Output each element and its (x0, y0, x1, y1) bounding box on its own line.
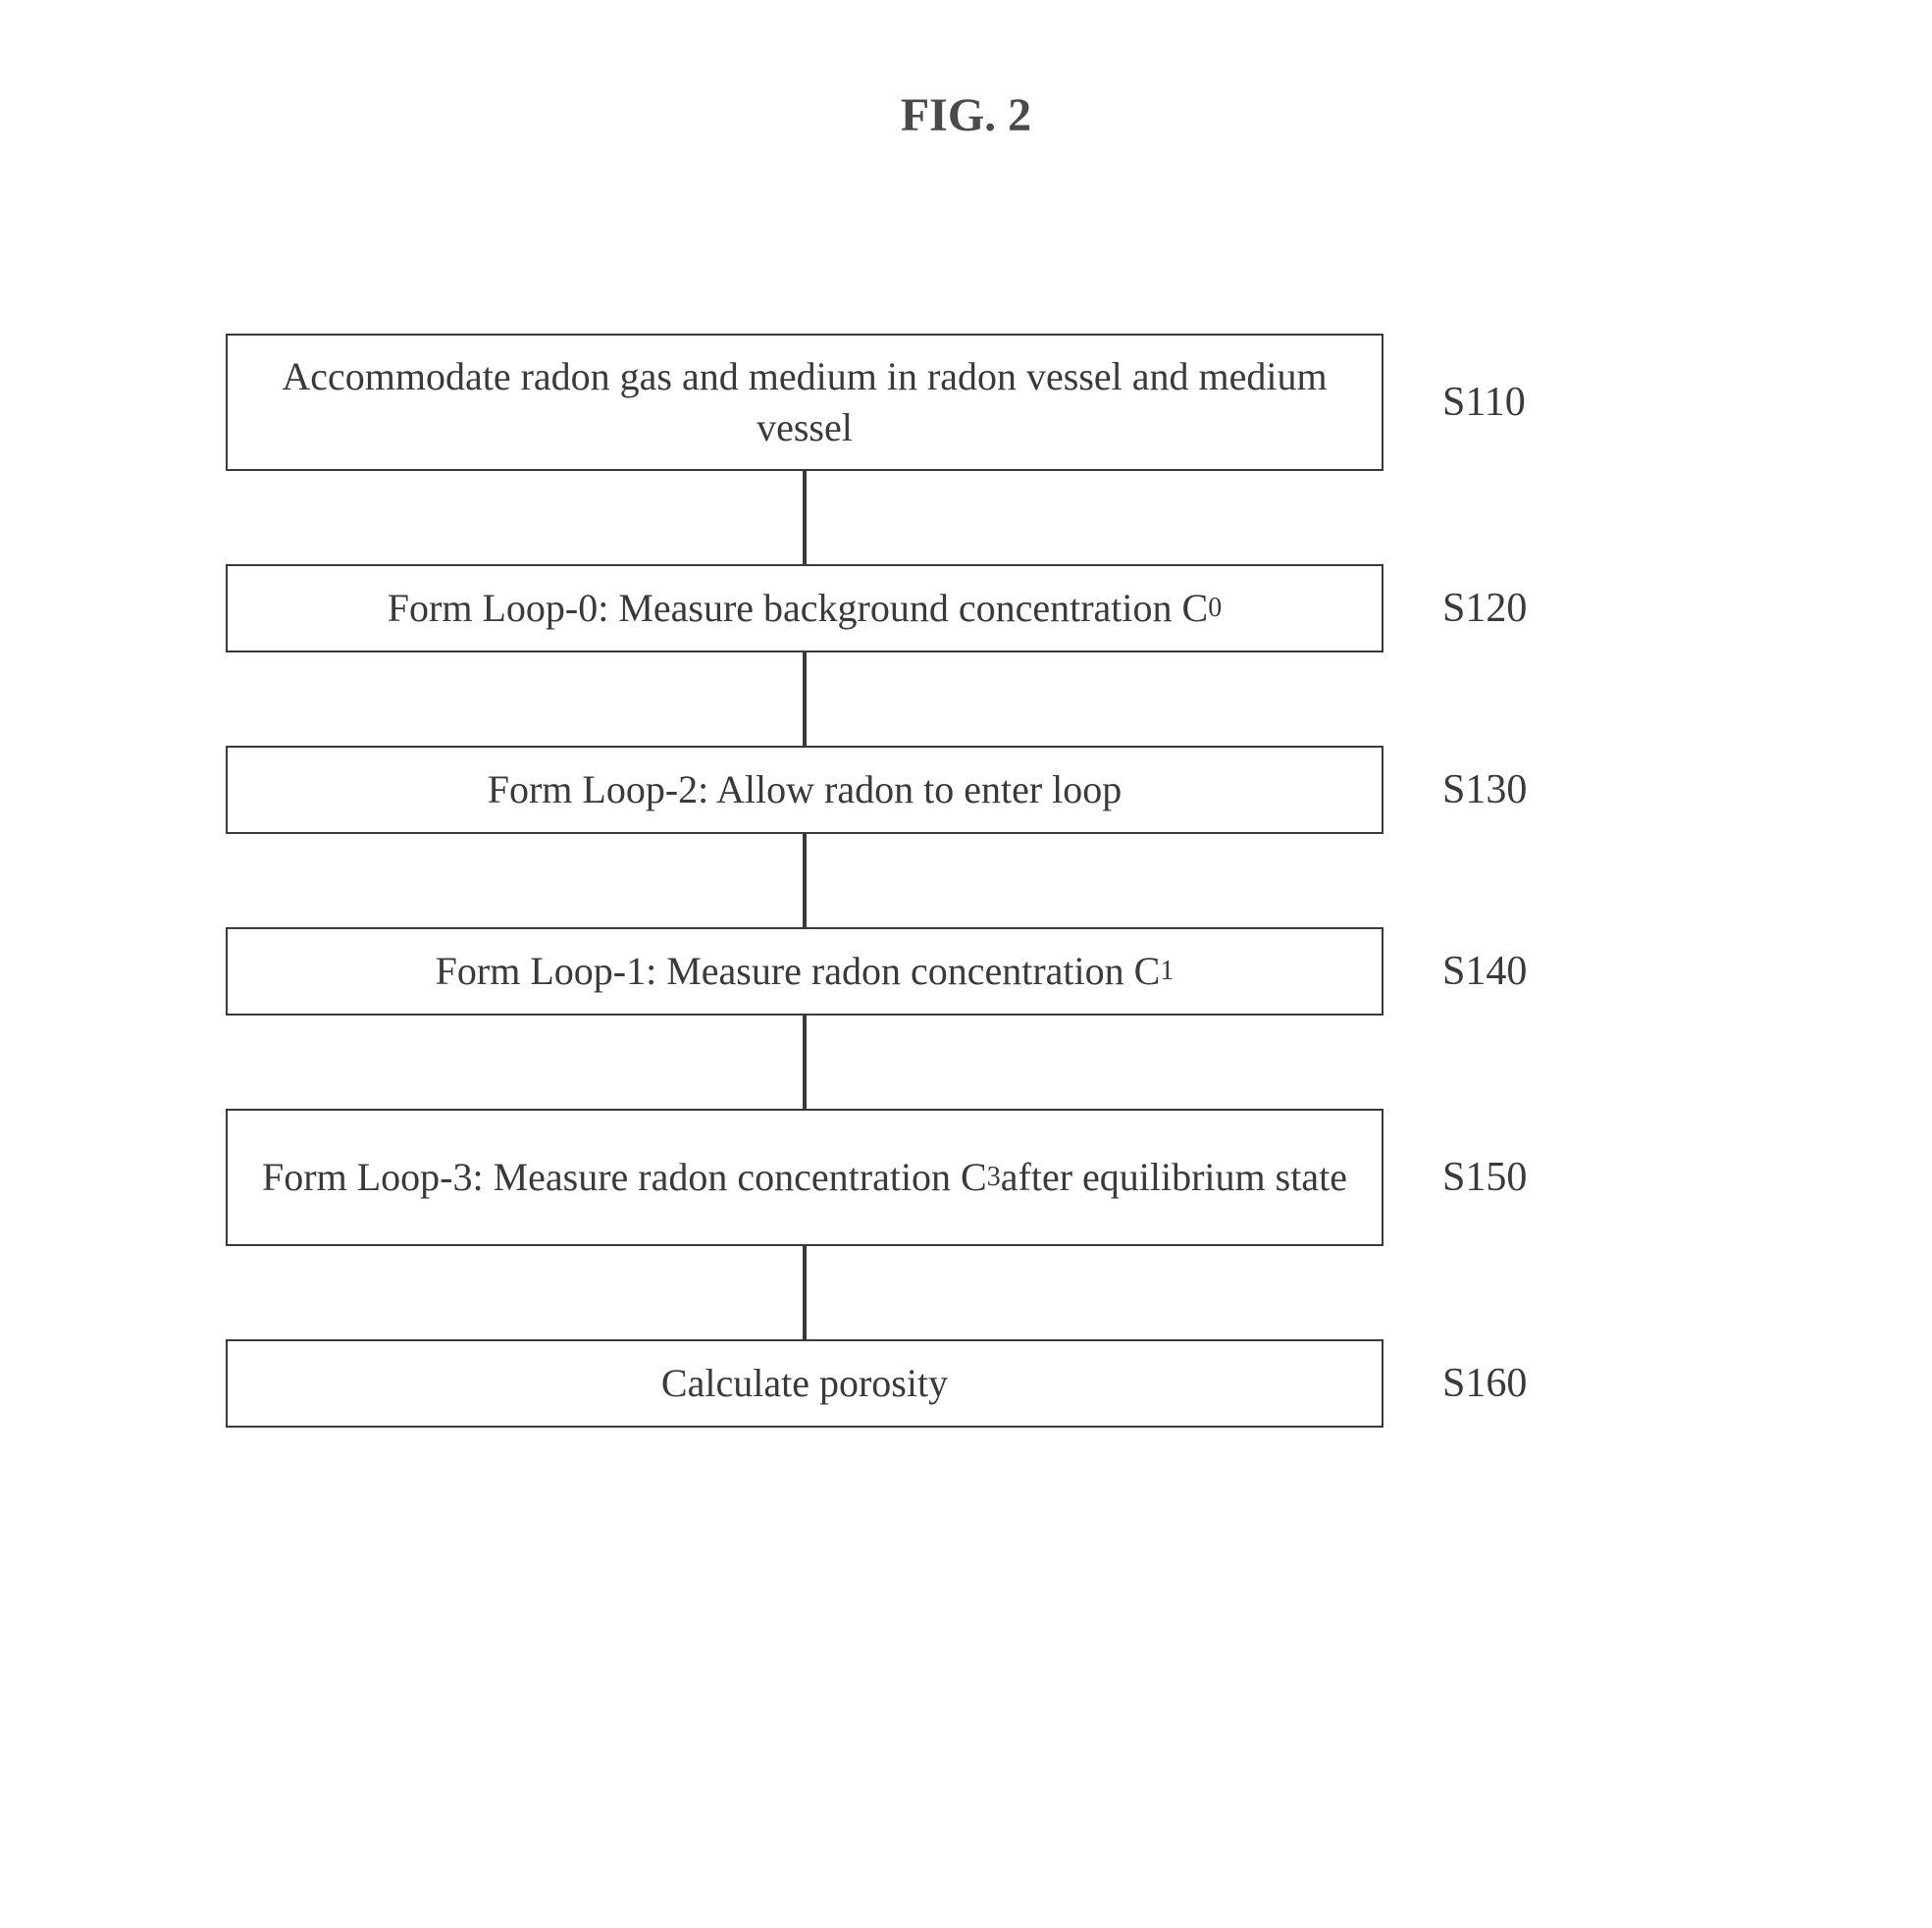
flow-connector (803, 652, 807, 746)
step-label-s140: S140 (1442, 948, 1527, 995)
step-label-s130: S130 (1442, 766, 1527, 813)
flow-step: Form Loop-0: Measure background concentr… (226, 564, 1717, 652)
flow-step: Form Loop-1: Measure radon concentration… (226, 927, 1717, 1016)
figure-title: FIG. 2 (901, 88, 1031, 142)
flowchart-container: Accommodate radon gas and medium in rado… (226, 334, 1717, 1428)
flow-box-s120: Form Loop-0: Measure background concentr… (226, 564, 1384, 652)
flow-step: Accommodate radon gas and medium in rado… (226, 334, 1717, 471)
step-label-s110: S110 (1442, 379, 1526, 426)
flow-connector (803, 471, 807, 564)
flow-step: Form Loop-3: Measure radon concentration… (226, 1109, 1717, 1246)
flow-connector (803, 834, 807, 927)
flow-step: Form Loop-2: Allow radon to enter loop S… (226, 746, 1717, 834)
step-label-s150: S150 (1442, 1154, 1527, 1201)
flow-connector (803, 1246, 807, 1339)
flow-box-s130: Form Loop-2: Allow radon to enter loop (226, 746, 1384, 834)
flow-step: Calculate porosity S160 (226, 1339, 1717, 1428)
step-label-s120: S120 (1442, 585, 1527, 632)
flow-box-s150: Form Loop-3: Measure radon concentration… (226, 1109, 1384, 1246)
flow-connector (803, 1016, 807, 1109)
step-label-s160: S160 (1442, 1360, 1527, 1407)
flow-box-s140: Form Loop-1: Measure radon concentration… (226, 927, 1384, 1016)
flow-box-s160: Calculate porosity (226, 1339, 1384, 1428)
flow-box-s110: Accommodate radon gas and medium in rado… (226, 334, 1384, 471)
